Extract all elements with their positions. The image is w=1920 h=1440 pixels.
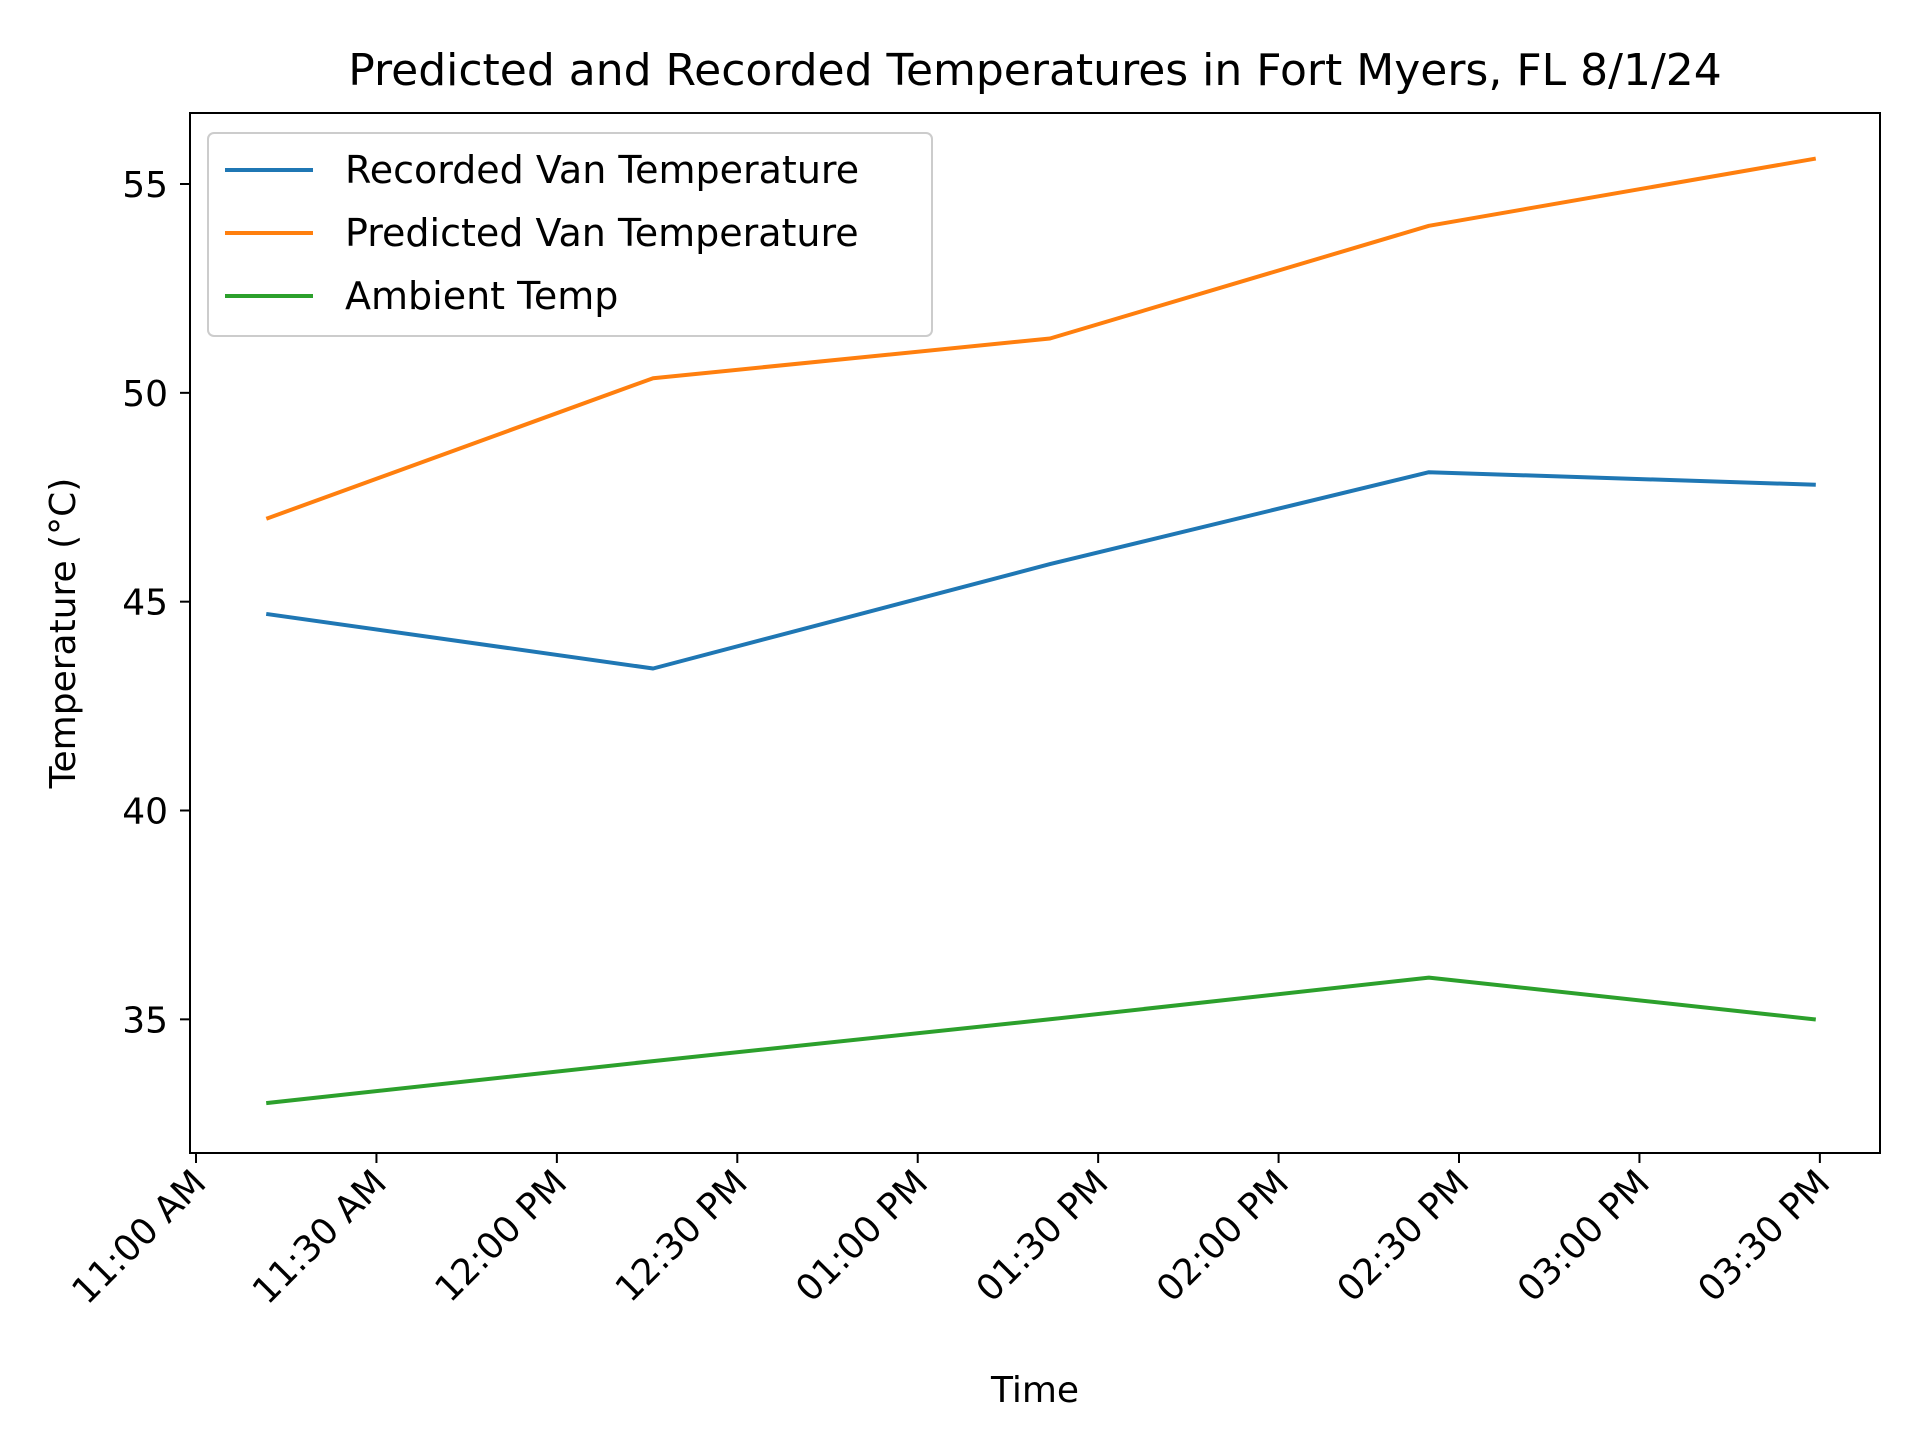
y-tick-label: 40 (122, 792, 168, 833)
y-tick-label: 45 (122, 583, 168, 624)
legend-label: Predicted Van Temperature (345, 211, 859, 255)
legend-box (207, 132, 933, 337)
y-tick-label: 50 (122, 374, 168, 415)
y-axis: 35 40 45 50 55 (122, 165, 190, 1041)
legend-label: Recorded Van Temperature (345, 148, 859, 192)
legend-label: Ambient Temp (345, 274, 618, 318)
series-line-2 (265, 156, 1817, 521)
series-layer (265, 156, 1817, 1106)
x-axis-label: Time (990, 1370, 1079, 1411)
legend: Recorded Van Temperature Predicted Van Te… (207, 132, 933, 337)
series-line-3 (265, 975, 1817, 1106)
y-tick-label: 55 (122, 165, 168, 206)
series-line-1 (265, 470, 1816, 671)
y-axis-label: Temperature (°C) (43, 478, 84, 790)
chart-title: Predicted and Recorded Temperatures in F… (348, 45, 1722, 96)
y-tick-label: 35 (122, 1000, 168, 1041)
